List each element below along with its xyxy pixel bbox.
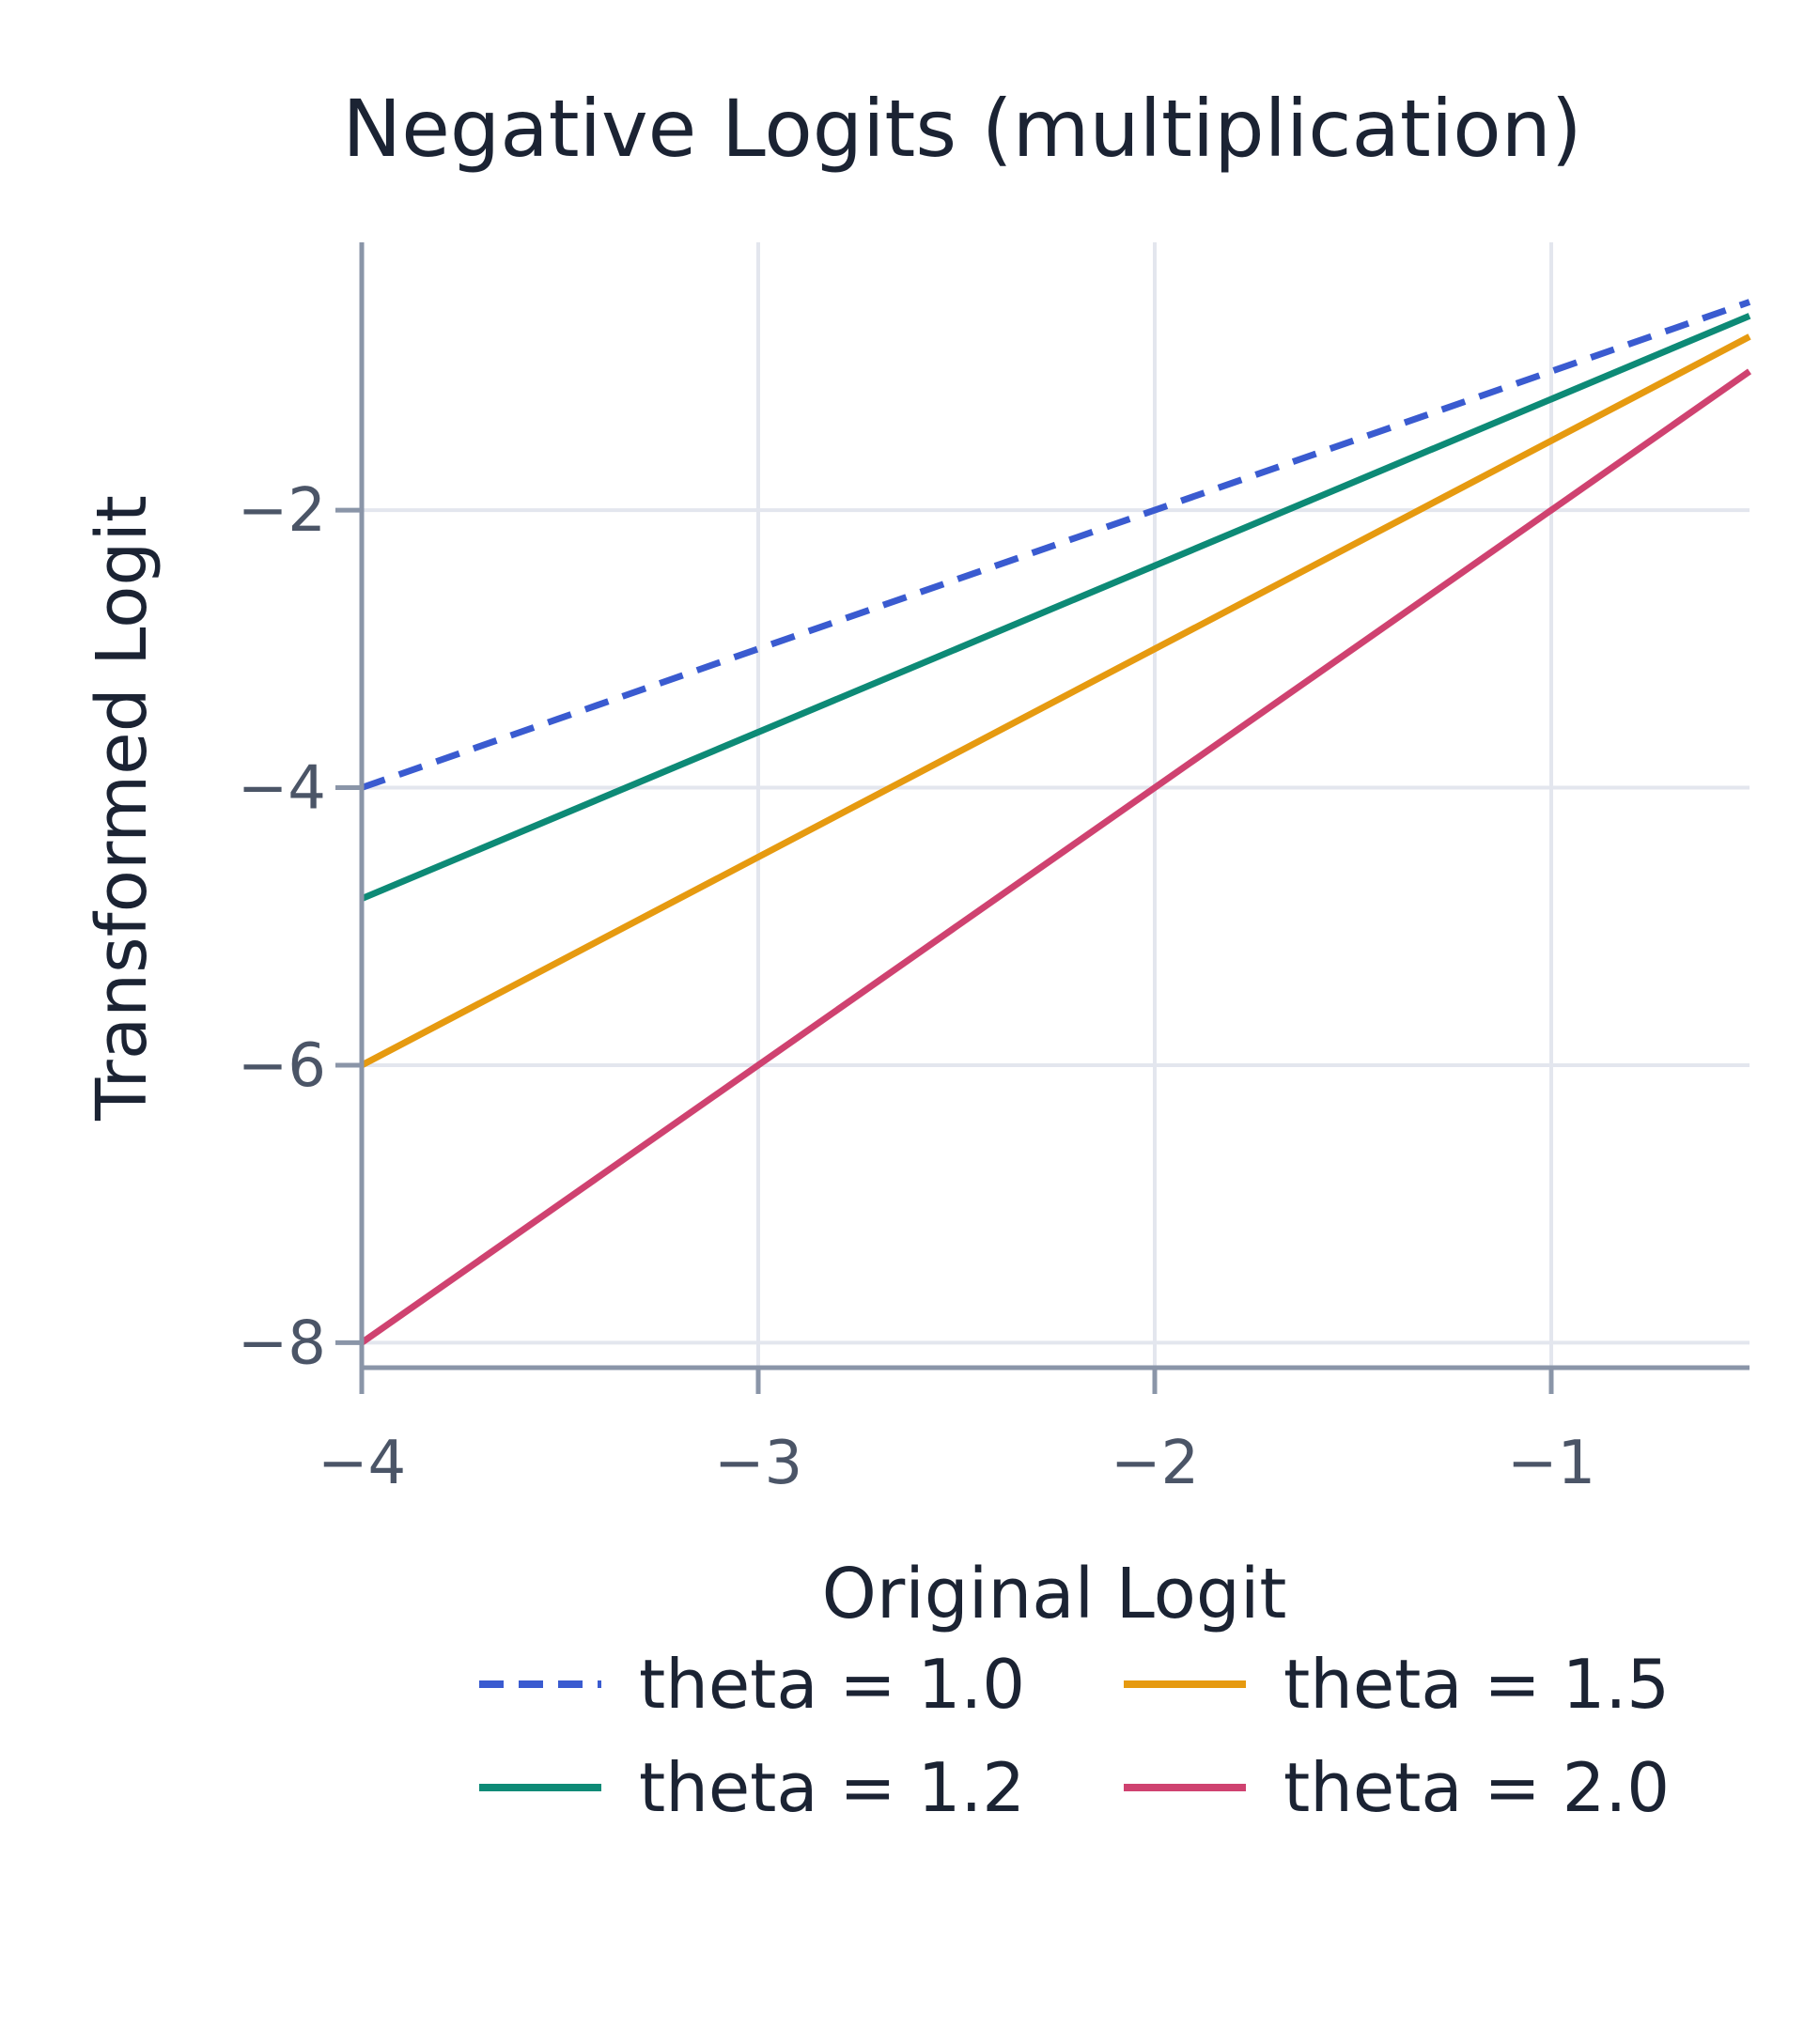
chart-title: Negative Logits (multiplication) [342, 83, 1581, 175]
x-tick-label: −2 [1111, 1429, 1199, 1498]
series-line-3 [360, 333, 1751, 1069]
axes [335, 242, 1750, 1394]
legend-label-2: theta = 1.2 [639, 1748, 1025, 1827]
x-tick-label: −4 [318, 1429, 406, 1498]
x-axis-title: Original Logit [822, 1554, 1287, 1634]
y-tick-label: −6 [238, 1031, 326, 1101]
series-line-1 [360, 299, 1751, 791]
legend-label-1: theta = 1.0 [639, 1645, 1025, 1724]
legend-label-4: theta = 2.0 [1283, 1748, 1670, 1827]
x-tick-label: −3 [714, 1429, 802, 1498]
legend: theta = 1.0 theta = 1.2 theta = 1.5 theta =… [479, 1645, 1670, 1827]
tick-labels: −4 −3 −2 −1 −8 −6 −4 −2 [238, 476, 1596, 1498]
plot-area [359, 299, 1752, 1346]
y-tick-label: −2 [238, 476, 326, 546]
series-line-4 [359, 368, 1752, 1346]
x-tick-label: −1 [1507, 1429, 1595, 1498]
legend-label-3: theta = 1.5 [1283, 1645, 1670, 1724]
y-tick-label: −8 [238, 1308, 326, 1378]
grid [360, 242, 1750, 1368]
series-line-2 [360, 313, 1751, 902]
y-tick-label: −4 [238, 754, 326, 824]
y-axis-title: Transformed Logit [82, 495, 163, 1122]
